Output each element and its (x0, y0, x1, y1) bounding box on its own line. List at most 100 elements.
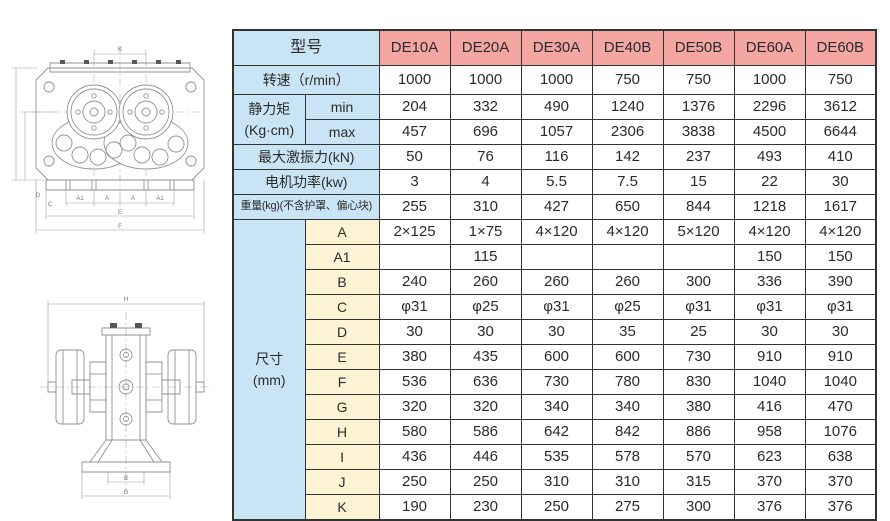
table-cell: φ31 (733, 294, 806, 320)
table-cell: 204 (378, 94, 451, 120)
dim-label-D: D (36, 193, 41, 199)
dim-label-A1-left: A1 (76, 196, 84, 202)
shaft-right (162, 380, 180, 394)
sub-label: G (304, 394, 380, 420)
top-cover-strip (50, 63, 190, 72)
sub-label: max (304, 119, 380, 145)
dim-E: E (46, 190, 194, 219)
table-cell: 376 (804, 494, 877, 521)
dim-G: G (82, 472, 170, 499)
dim-label-C: C (48, 202, 53, 208)
sub-label: D (304, 319, 380, 345)
table-cell: φ31 (520, 294, 593, 320)
dim-label-A-left: A (105, 196, 109, 202)
spec-table-body: 转速（r/min） 1000 1000 1000 750 750 1000 750 静力矩 (Kg… (232, 65, 877, 521)
table-cell (378, 244, 451, 270)
table-cell: 250 (520, 494, 593, 521)
row-label: 转速（r/min） (232, 65, 380, 95)
table-cell: 2296 (733, 94, 806, 120)
bolt-icon (60, 60, 65, 64)
model-header-de10a: DE10A (378, 29, 451, 66)
shaft-left (72, 380, 90, 394)
table-cell: 50 (378, 144, 451, 170)
table-cell: 320 (378, 394, 451, 420)
table-cell: 535 (520, 444, 593, 470)
drawing-end-view: H (26, 297, 228, 504)
table-cell: 600 (520, 344, 593, 370)
group-label: 尺寸 (mm) (232, 219, 306, 521)
table-cell (520, 244, 593, 270)
table-cell: 3 (378, 169, 451, 195)
table-cell: 315 (662, 469, 735, 495)
table-cell: 190 (378, 494, 451, 521)
table-row: G 320 320 340 340 380 416 470 (233, 394, 877, 420)
table-row: K 190 230 250 275 300 376 376 (233, 494, 877, 521)
table-cell: 250 (378, 469, 451, 495)
table-cell: 730 (662, 344, 735, 370)
table-row: F 536 636 730 780 830 1040 1040 (233, 369, 877, 395)
table-cell: φ25 (591, 294, 664, 320)
table-cell: 7.5 (591, 169, 664, 195)
table-row: 电机功率(kw) 3 4 5.5 7.5 15 22 30 (232, 169, 877, 195)
table-cell: 260 (520, 269, 593, 295)
table-cell: 410 (804, 144, 877, 170)
table-cell: 150 (804, 244, 877, 270)
table-cell: 30 (804, 319, 877, 345)
table-row: E 380 435 600 600 730 910 910 (233, 344, 877, 370)
table-cell: 390 (804, 269, 877, 295)
model-header-de40b: DE40B (591, 29, 664, 66)
bolt-icon (176, 60, 181, 64)
table-cell: 4×120 (591, 219, 664, 245)
base-strip (46, 180, 194, 190)
sub-label: min (304, 94, 380, 120)
table-cell: 310 (449, 194, 522, 220)
table-cell: 5×120 (662, 219, 735, 245)
table-cell: 4×120 (733, 219, 806, 245)
table-cell: 1000 (520, 65, 593, 95)
sub-label: H (304, 419, 380, 445)
table-cell: 380 (662, 394, 735, 420)
sub-label: I (304, 444, 380, 470)
table-row: A1 115 150 150 (233, 244, 877, 270)
table-cell: 2×125 (378, 219, 451, 245)
table-cell: 650 (591, 194, 664, 220)
table-cell: 490 (520, 94, 593, 120)
table-cell: 116 (520, 144, 593, 170)
table-cell: 750 (591, 65, 664, 95)
table-cell: φ31 (662, 294, 735, 320)
shaft-assembly-left (67, 85, 121, 139)
table-cell: 1040 (804, 369, 877, 395)
dim-chain-A: A1 A A A1 (66, 190, 174, 206)
table-row: J 250 250 310 310 315 370 370 (233, 469, 877, 495)
dim-label-H: H (124, 297, 128, 303)
table-cell: 1040 (733, 369, 806, 395)
table-cell: 1×75 (449, 219, 522, 245)
row-label: 最大激振力(kN) (232, 144, 380, 170)
dim-label-A1-right: A1 (156, 196, 164, 202)
table-cell: 910 (804, 344, 877, 370)
table-cell: 780 (591, 369, 664, 395)
table-cell: 3838 (662, 119, 735, 145)
group-label: 静力矩 (Kg·cm) (232, 94, 306, 145)
sub-label: F (304, 369, 380, 395)
row-label: 重量(kg)(不含护罩、偏心块) (232, 194, 380, 220)
sub-label: A (304, 219, 380, 245)
table-cell: 570 (662, 444, 735, 470)
sub-label: E (304, 344, 380, 370)
model-header-de60b: DE60B (804, 29, 877, 66)
sub-label: J (304, 469, 380, 495)
table-cell: 1218 (733, 194, 806, 220)
table-cell: 30 (520, 319, 593, 345)
table-cell: 586 (449, 419, 522, 445)
dim-B: B (108, 472, 144, 485)
bolt-icon (108, 60, 113, 64)
table-cell: 332 (449, 94, 522, 120)
table-cell: 1617 (804, 194, 877, 220)
table-cell: 1057 (520, 119, 593, 145)
table-cell: 536 (378, 369, 451, 395)
table-cell: 310 (520, 469, 593, 495)
shaft-nut-left (48, 382, 56, 392)
table-cell: 750 (804, 65, 877, 95)
